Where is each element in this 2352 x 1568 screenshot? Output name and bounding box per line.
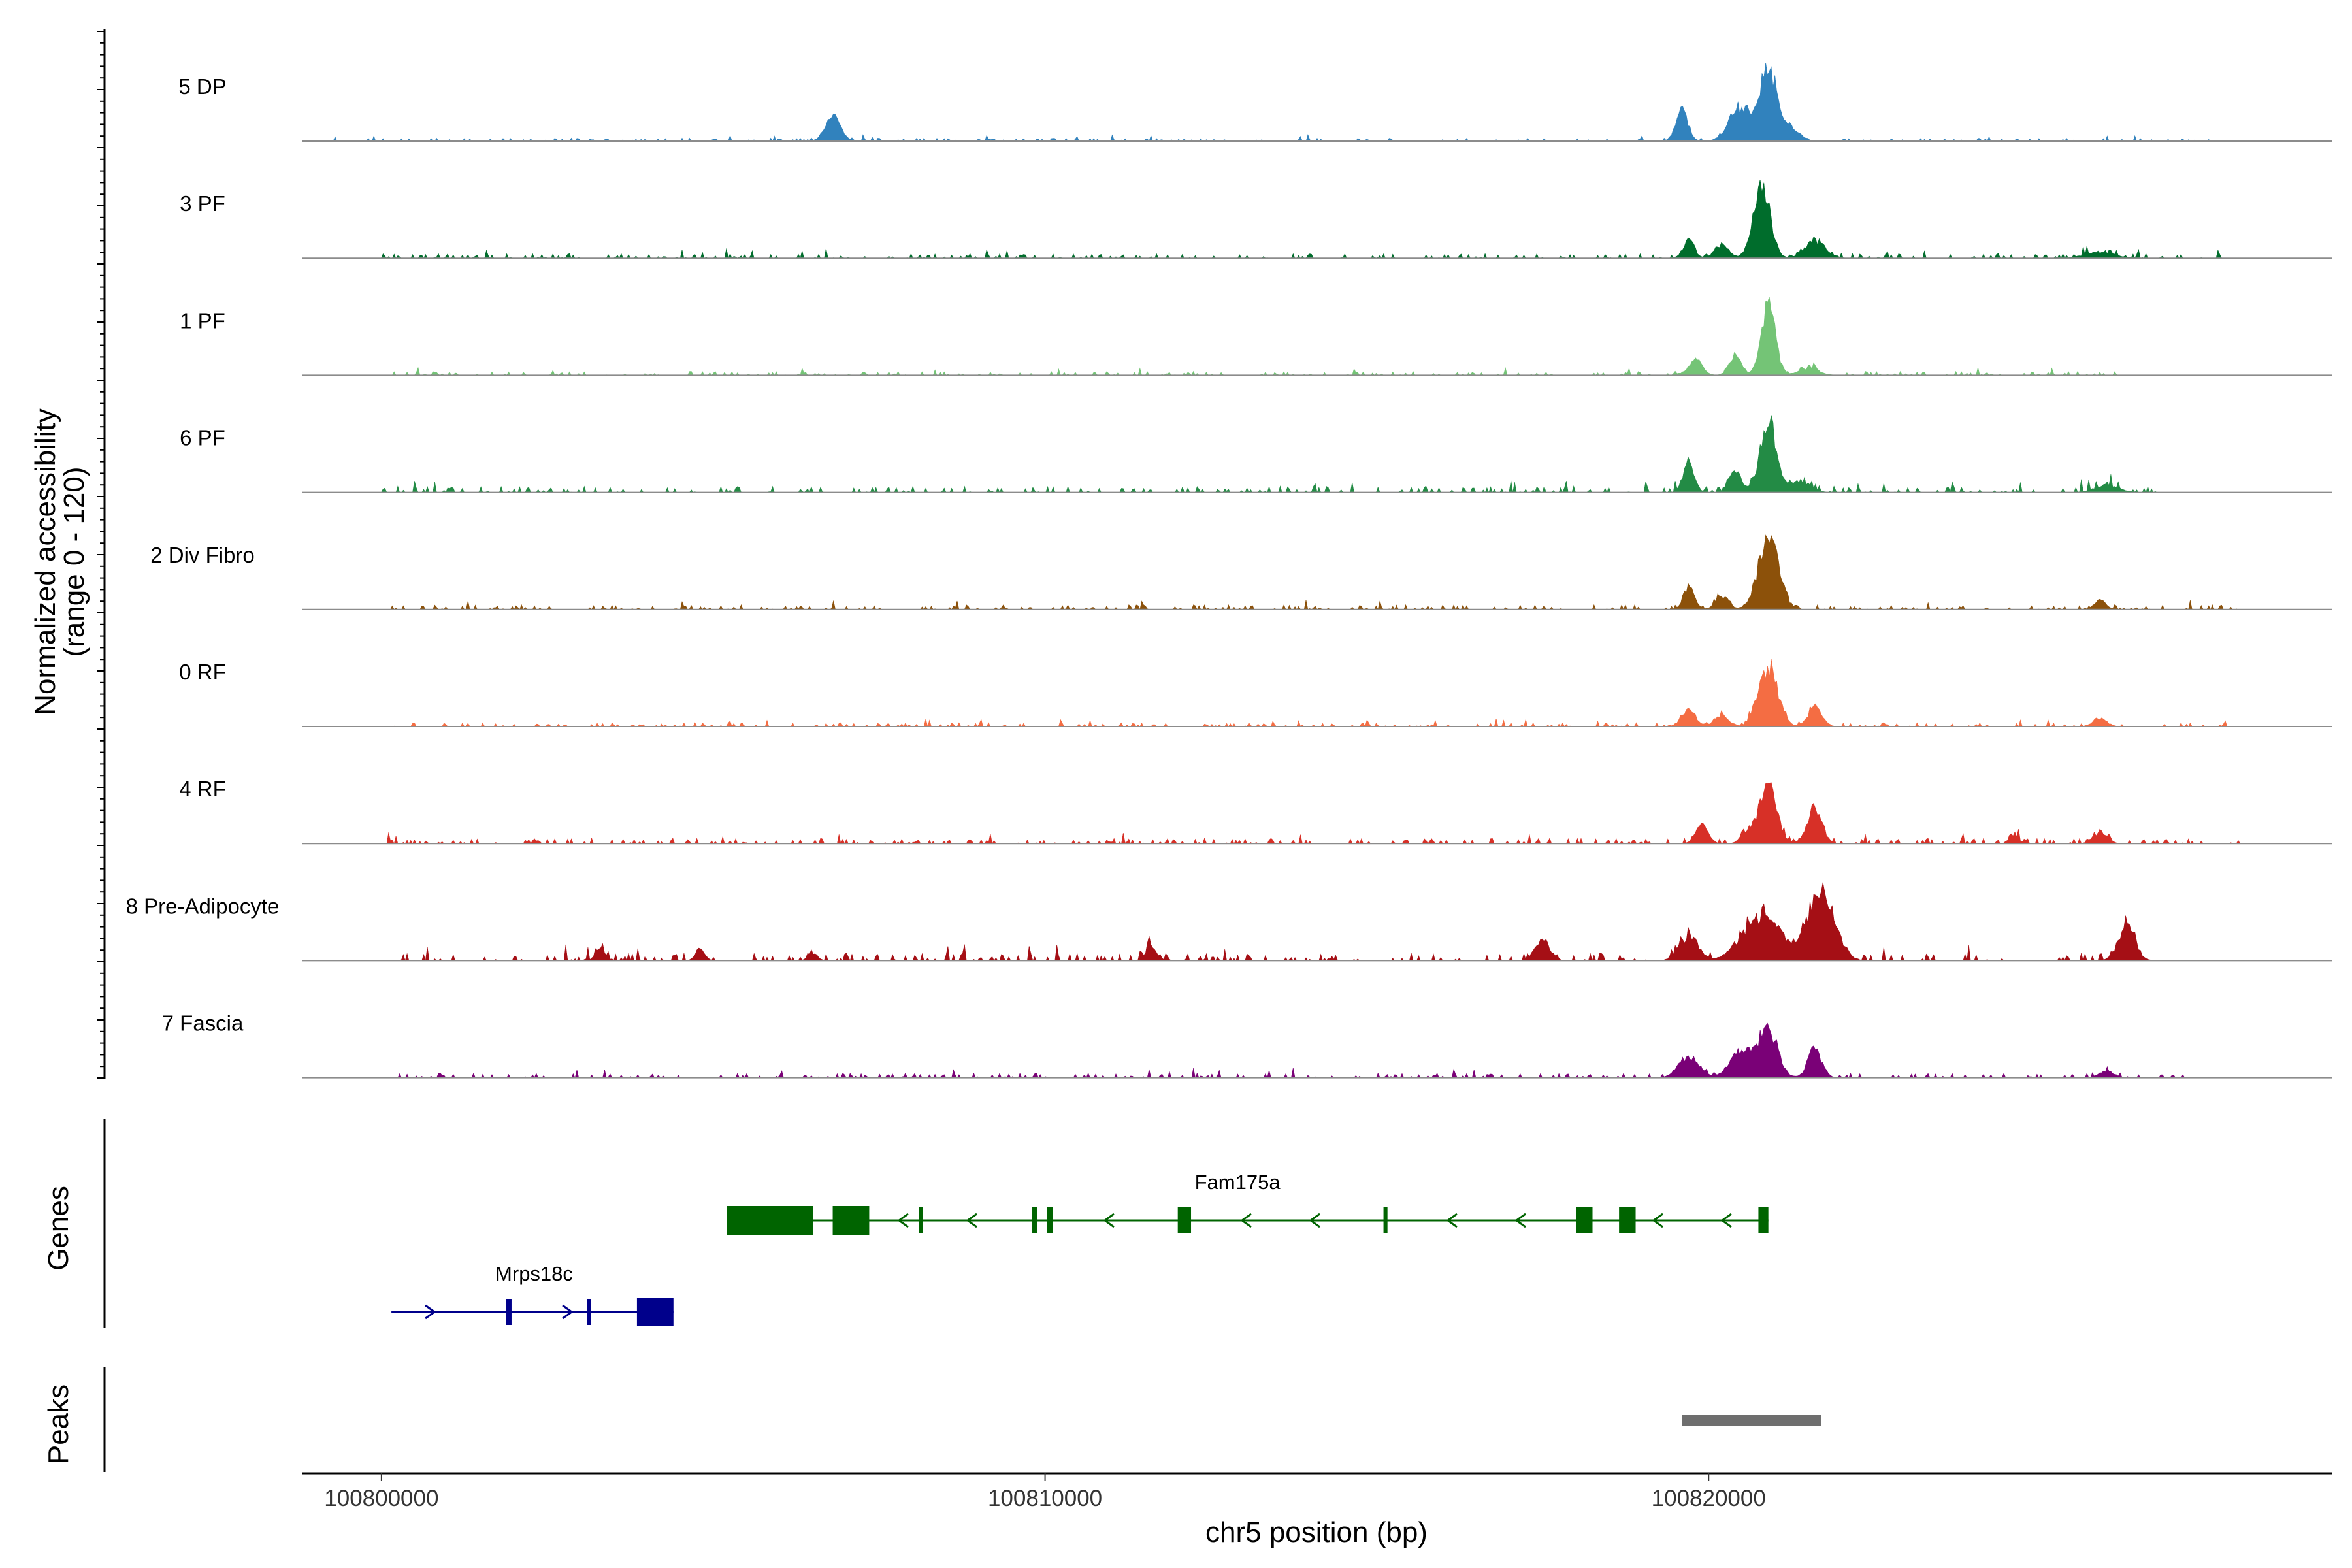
y-axis-title-line2: (range 0 - 120) (58, 466, 90, 657)
strand-arrow (1103, 1213, 1115, 1228)
track-6-pf: 6 PF (180, 415, 2332, 493)
track-label: 7 Fascia (162, 1011, 244, 1036)
track-signal (302, 415, 2332, 493)
strand-arrow (1309, 1213, 1320, 1228)
gene-exon (587, 1299, 591, 1325)
gene-exon (506, 1299, 512, 1325)
strand-arrow (425, 1304, 436, 1320)
gene-exon (919, 1207, 923, 1233)
y-axis-title-2: (range 0 - 120) (58, 466, 90, 657)
peak-panel (1682, 1415, 1821, 1426)
track-5-dp: 5 DP (178, 62, 2332, 142)
track-label: 5 DP (178, 74, 226, 99)
track-signal (302, 1022, 2332, 1079)
gene-exon (1576, 1207, 1593, 1233)
strand-arrow (562, 1304, 574, 1320)
track-panel: 5 DP 3 PF 1 PF 6 PF 2 Div Fibro 0 RF 4 RF 8 Pre… (126, 62, 2332, 1079)
strand-arrow (1652, 1213, 1663, 1228)
peak-region (1682, 1415, 1821, 1426)
y-axis-title-line1: Normalized accessibility (29, 408, 61, 715)
gene-exon (1619, 1207, 1636, 1233)
track-signal (302, 297, 2332, 376)
x-axis: 100800000 100810000 100820000 (302, 1472, 2332, 1511)
track-signal (302, 180, 2332, 259)
track-7-fascia: 7 Fascia (162, 1011, 2332, 1079)
x-tick-label: 100820000 (1652, 1486, 1766, 1511)
strand-arrow (1240, 1213, 1252, 1228)
gene-exon (832, 1206, 870, 1235)
track-8-pre-adipocyte: 8 Pre-Adipocyte (126, 882, 2332, 962)
genes-panel-title: Genes (42, 1186, 74, 1271)
gene-panel: Mrps18c Fam175a (391, 1171, 1769, 1326)
gene-exon (727, 1206, 813, 1235)
x-tick-label: 100810000 (988, 1486, 1102, 1511)
gene-fam175a: Fam175a (727, 1171, 1769, 1235)
gene-exon (1047, 1207, 1053, 1233)
track-3-pf: 3 PF (180, 180, 2332, 259)
strand-arrow (1514, 1213, 1526, 1228)
gene-exon (1383, 1207, 1388, 1233)
y-axis-title: Normalized accessibility (29, 408, 61, 715)
peaks-panel-title: Peaks (42, 1384, 74, 1464)
strand-arrow (1720, 1213, 1732, 1228)
x-axis-title: chr5 position (bp) (1205, 1516, 1428, 1548)
track-signal (302, 882, 2332, 962)
x-tick-label: 100800000 (324, 1486, 438, 1511)
track-0-rf: 0 RF (179, 659, 2332, 728)
track-label: 2 Div Fibro (150, 543, 255, 567)
strand-arrow (966, 1213, 977, 1228)
track-label: 3 PF (180, 191, 225, 216)
track-label: 0 RF (179, 660, 226, 684)
track-label: 1 PF (180, 308, 225, 333)
gene-label: Mrps18c (495, 1262, 573, 1285)
strand-arrow (897, 1213, 909, 1228)
track-2-div-fibro: 2 Div Fibro (150, 534, 2332, 610)
track-label: 4 RF (179, 777, 226, 801)
track-label: 6 PF (180, 426, 225, 450)
track-signal (302, 659, 2332, 728)
gene-label: Fam175a (1195, 1171, 1281, 1194)
track-4-rf: 4 RF (179, 777, 2332, 845)
track-label: 8 Pre-Adipocyte (126, 894, 280, 918)
gene-mrps18c: Mrps18c (391, 1262, 674, 1326)
track-1-pf: 1 PF (180, 297, 2332, 376)
gene-exon (1758, 1207, 1769, 1233)
gene-exon (636, 1298, 674, 1326)
gene-exon (1177, 1207, 1192, 1233)
track-signal (302, 62, 2332, 142)
y-axis (97, 29, 106, 1472)
track-signal (302, 534, 2332, 610)
gene-exon (1032, 1207, 1037, 1233)
strand-arrow (1446, 1213, 1458, 1228)
track-signal (302, 782, 2332, 845)
